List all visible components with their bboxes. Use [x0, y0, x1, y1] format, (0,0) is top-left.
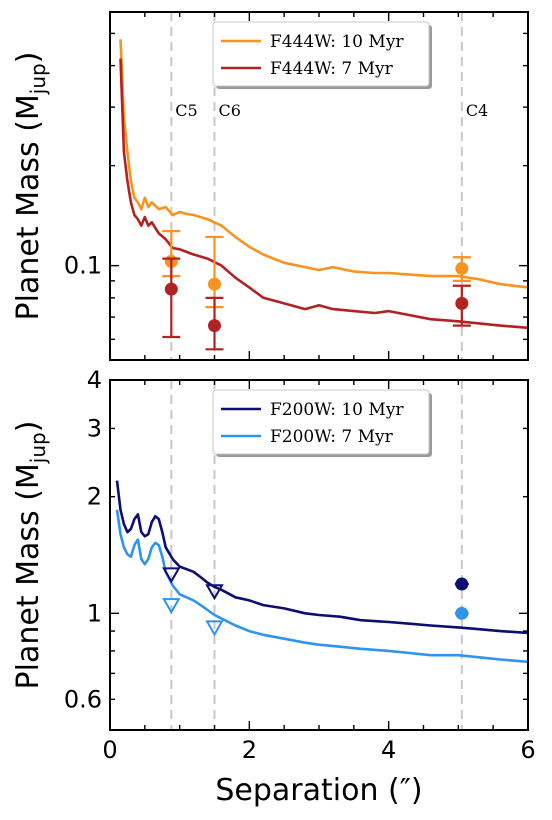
upper-limit-marker-2	[205, 584, 224, 601]
data-point-2	[208, 277, 221, 291]
data-point-1	[455, 606, 469, 620]
annotation-c5: C5	[175, 101, 197, 120]
data-point-5	[455, 296, 469, 310]
series-line-0	[119, 39, 529, 289]
top-panel: C5 C6 C4 0.1 Planet Mass (Mjup) F444W: 10 Myr…	[11, 11, 529, 361]
data-point-1	[164, 282, 178, 296]
y-tick-label: 2	[87, 483, 102, 511]
series-line-1	[115, 509, 529, 664]
legend: F444W: 10 Myr F444W: 7 Myr	[212, 21, 432, 89]
legend-entry-0: F444W: 10 Myr	[270, 32, 404, 52]
legend-box	[212, 389, 430, 455]
y-axis-label: Planet Mass (Mjup)	[11, 421, 50, 690]
y-axis-label: Planet Mass (Mjup)	[11, 52, 50, 321]
series-line-1	[119, 58, 529, 330]
legend-entry-0: F200W: 10 Myr	[270, 400, 404, 420]
data-point-3	[208, 319, 221, 333]
x-axis-label: Separation (″)	[215, 773, 422, 808]
data-point-0	[455, 577, 469, 591]
x-tick-label: 6	[520, 736, 535, 764]
legend-entry-1: F200W: 7 Myr	[270, 427, 394, 447]
annotation-c6: C6	[219, 101, 241, 120]
y-tick-label: 0.1	[64, 252, 102, 280]
y-tick-label: 1	[87, 599, 102, 627]
x-tick-label: 2	[242, 736, 257, 764]
x-tick-label: 4	[381, 736, 396, 764]
y-tick-label: 0.6	[64, 685, 102, 713]
annotation-c4: C4	[466, 101, 488, 120]
y-tick-label: 4	[87, 366, 102, 394]
legend: F200W: 10 Myr F200W: 7 Myr	[212, 389, 432, 457]
bottom-panel: 0.6 1 2 3 4 0 2 4 6 Planet Mass (Mjup) Separation …	[11, 366, 536, 808]
upper-limit-marker-3	[205, 620, 224, 637]
x-tick-label: 0	[102, 736, 117, 764]
y-tick-label: 3	[87, 414, 102, 442]
legend-entry-1: F444W: 7 Myr	[270, 59, 394, 79]
legend-box	[212, 21, 430, 87]
upper-limit-marker-1	[162, 598, 181, 615]
data-point-4	[455, 262, 469, 276]
upper-limit-marker-0	[162, 567, 181, 584]
series-line-0	[115, 480, 529, 635]
